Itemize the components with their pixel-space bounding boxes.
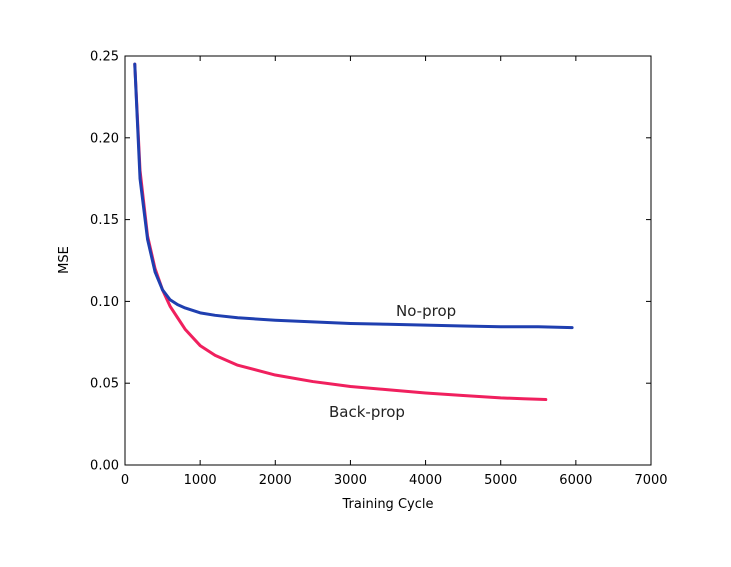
series-point — [133, 62, 136, 66]
x-axis-title: Training Cycle — [342, 497, 434, 512]
x-tick-label: 3000 — [334, 473, 367, 488]
x-tick-label: 1000 — [184, 473, 217, 488]
series-point — [236, 364, 239, 367]
series-point — [424, 391, 427, 395]
series-point — [168, 305, 172, 308]
series-point — [198, 311, 202, 315]
y-tick-label: 0.15 — [90, 213, 119, 228]
series-point — [461, 394, 465, 397]
series-point — [176, 316, 179, 319]
series-point — [570, 326, 574, 329]
series-point — [274, 319, 277, 322]
series-point — [161, 288, 164, 292]
series-label-no-prop: No-prop — [396, 302, 456, 320]
series-point — [499, 325, 502, 328]
series-point — [183, 328, 187, 331]
x-tick-label: 2000 — [259, 473, 292, 488]
series-point — [168, 298, 172, 301]
x-tick-label: 4000 — [409, 473, 442, 488]
series-point — [138, 177, 142, 180]
series-point — [461, 324, 465, 328]
series-point — [386, 323, 390, 326]
series-point — [183, 306, 187, 310]
series-point — [176, 303, 179, 306]
series-point — [386, 388, 390, 391]
series-point — [544, 398, 547, 401]
series-point — [522, 397, 525, 400]
x-tick-label: 0 — [121, 473, 129, 488]
x-tick-label: 5000 — [484, 473, 517, 488]
y-tick-label: 0.05 — [90, 377, 119, 392]
series-point — [311, 320, 315, 324]
series-point — [537, 325, 540, 328]
series-point — [349, 322, 352, 325]
x-tick-label: 6000 — [559, 473, 592, 488]
series-point — [424, 323, 427, 327]
series-point — [311, 380, 315, 383]
y-tick-label: 0.20 — [90, 131, 119, 146]
series-point — [213, 354, 217, 357]
series-point — [499, 396, 502, 400]
y-tick-label: 0.10 — [90, 295, 119, 310]
series-point — [213, 314, 217, 317]
series-point — [236, 316, 239, 319]
series-layer — [133, 62, 574, 402]
x-axis: 0 1000 2000 3000 4000 5000 6000 7000 — [121, 56, 668, 488]
series-point — [198, 344, 202, 347]
y-tick-label: 0.00 — [90, 459, 119, 474]
series-point — [349, 385, 352, 388]
series-label-back-prop: Back-prop — [329, 403, 405, 421]
y-axis-title: MSE — [57, 246, 72, 274]
y-axis: 0.00 0.05 0.10 0.15 0.20 0.25 — [90, 50, 651, 474]
plot-area — [124, 55, 652, 466]
y-tick-label: 0.25 — [90, 50, 119, 65]
series-line-no-prop — [133, 62, 574, 330]
x-tick-label: 7000 — [634, 473, 667, 488]
series-point — [153, 270, 157, 274]
series-point — [274, 373, 277, 377]
series-point — [146, 238, 149, 241]
